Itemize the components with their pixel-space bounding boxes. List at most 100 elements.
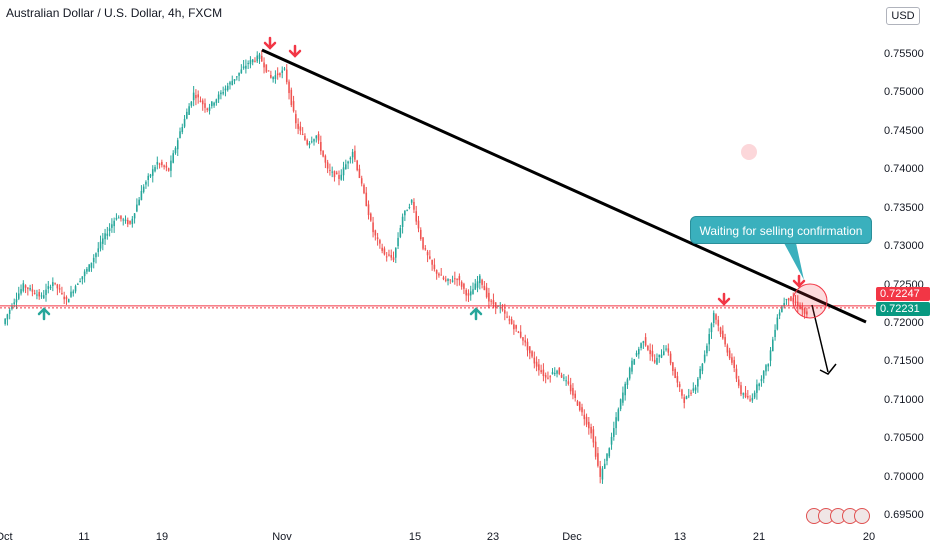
candle-body [787, 298, 790, 301]
candle-body [581, 407, 583, 413]
candle-body [756, 384, 758, 393]
candle-body [165, 165, 168, 168]
candle-body [710, 323, 713, 333]
candle-body [694, 387, 697, 391]
currency-button[interactable]: USD [886, 7, 920, 25]
confirmation-zone-circle[interactable] [792, 283, 828, 319]
candle-body [365, 192, 368, 206]
candle-body [735, 368, 738, 379]
candle-body [767, 364, 770, 367]
candle-body [799, 305, 801, 310]
candle-body [263, 62, 265, 68]
candle-body [722, 330, 724, 339]
candle-body [45, 289, 47, 296]
candle-body [774, 329, 776, 338]
candle-body [315, 135, 318, 139]
candle-body [102, 238, 104, 244]
candle-body [781, 306, 783, 313]
candle-body [186, 111, 188, 119]
candle-body [363, 184, 365, 194]
candle-body [406, 210, 408, 212]
candle-body [728, 350, 731, 359]
projection-arrow[interactable] [811, 304, 837, 375]
candle-body [667, 348, 670, 353]
candle-body [233, 79, 236, 82]
candle-body [126, 219, 129, 225]
candle-body [506, 316, 508, 318]
candle-body [717, 319, 720, 326]
candle-body [163, 165, 165, 167]
candle-body [413, 201, 415, 210]
candle-body [151, 169, 154, 176]
candle-body [74, 286, 77, 292]
candle-body [647, 345, 649, 350]
candle-body [279, 73, 281, 76]
candle-body [533, 357, 536, 364]
trend-line[interactable] [261, 48, 867, 324]
time-axis-label: 23 [486, 531, 500, 543]
candle-body [740, 385, 742, 395]
candle-body [145, 181, 147, 185]
candle-body [408, 207, 411, 209]
candle-body [490, 300, 492, 302]
candle-body [20, 289, 22, 294]
price-axis-label: 0.73000 [884, 240, 924, 253]
candle-body [340, 174, 343, 180]
candle-body [129, 220, 131, 224]
candle-body [510, 319, 513, 325]
candle-body [181, 127, 184, 133]
candle-body [479, 275, 481, 284]
candle-body [424, 248, 427, 250]
annotation-callout[interactable]: Waiting for selling confirmation [690, 216, 872, 244]
candle-body [442, 277, 445, 280]
candle-body [142, 186, 145, 192]
candle-body [658, 354, 661, 358]
candle-body [519, 331, 522, 338]
candle-body [92, 257, 95, 263]
candle-body [683, 397, 686, 403]
candle-body [292, 101, 295, 112]
candle-body [301, 133, 304, 135]
candle-body [685, 396, 688, 400]
candle-body [329, 169, 331, 171]
candle-body [592, 429, 595, 443]
candle-body [508, 319, 511, 321]
candle-body [483, 285, 486, 291]
candle-body [590, 426, 592, 434]
candle-body [517, 331, 520, 333]
candle-body [90, 262, 93, 268]
candle-body [317, 134, 320, 141]
candle-body [390, 255, 393, 258]
candle-body [794, 301, 797, 303]
candle-body [522, 337, 524, 341]
candle-body [238, 72, 240, 76]
candle-body [585, 416, 588, 425]
candle-body [347, 161, 349, 164]
candle-body [676, 376, 679, 383]
candle-body [719, 327, 722, 335]
candle-body [320, 141, 322, 152]
price-axis-label: 0.72000 [884, 316, 924, 329]
candle-body [310, 141, 313, 143]
us-flag-icon[interactable] [854, 508, 870, 524]
candle-body [158, 163, 161, 165]
candle-body [535, 361, 538, 367]
candle-body [249, 60, 252, 65]
candle-body [140, 190, 143, 201]
candle-body [333, 171, 336, 178]
candle-body [179, 131, 181, 139]
candle-body [156, 162, 159, 165]
candle-body [690, 392, 692, 394]
candle-body [201, 100, 204, 105]
candle-body [435, 270, 438, 274]
candle-body [147, 175, 150, 180]
candle-body [388, 254, 390, 256]
candle-body [599, 466, 601, 477]
candle-body [24, 285, 27, 288]
candle-body [379, 240, 381, 244]
candle-body [656, 358, 658, 365]
candle-body [737, 379, 740, 386]
candle-body [444, 279, 447, 281]
candle-body [644, 337, 647, 346]
